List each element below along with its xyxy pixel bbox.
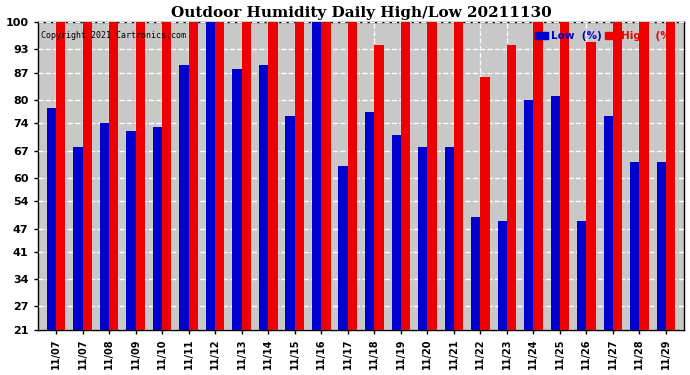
Bar [401, 18, 410, 330]
Bar [551, 96, 560, 330]
Bar [188, 0, 198, 330]
Bar [507, 45, 516, 330]
Bar [630, 162, 640, 330]
Bar [233, 69, 241, 330]
Bar [153, 127, 162, 330]
Bar [666, 10, 676, 330]
Bar [136, 0, 145, 330]
Bar [560, 0, 569, 330]
Bar [241, 0, 251, 330]
Legend: Low  (%), High  (%): Low (%), High (%) [531, 27, 679, 46]
Bar [391, 135, 401, 330]
Bar [126, 131, 136, 330]
Bar [374, 45, 384, 330]
Bar [109, 0, 119, 330]
Bar [259, 65, 268, 330]
Bar [427, 3, 437, 330]
Bar [322, 0, 331, 330]
Bar [47, 108, 56, 330]
Bar [83, 0, 92, 330]
Bar [577, 221, 586, 330]
Bar [73, 147, 83, 330]
Bar [100, 123, 109, 330]
Bar [444, 147, 454, 330]
Bar [339, 166, 348, 330]
Bar [586, 42, 595, 330]
Bar [454, 18, 463, 330]
Bar [179, 65, 188, 330]
Bar [604, 116, 613, 330]
Bar [471, 217, 480, 330]
Bar [524, 100, 533, 330]
Bar [56, 18, 66, 330]
Bar [312, 22, 322, 330]
Bar [497, 221, 507, 330]
Bar [533, 22, 542, 330]
Bar [215, 0, 224, 330]
Bar [613, 0, 622, 330]
Bar [365, 112, 374, 330]
Bar [640, 18, 649, 330]
Bar [162, 0, 171, 330]
Bar [268, 0, 277, 330]
Text: Copyright 2021 Cartronics.com: Copyright 2021 Cartronics.com [41, 32, 186, 40]
Bar [348, 0, 357, 330]
Bar [480, 76, 490, 330]
Bar [206, 0, 215, 330]
Title: Outdoor Humidity Daily High/Low 20211130: Outdoor Humidity Daily High/Low 20211130 [170, 6, 551, 20]
Bar [418, 147, 427, 330]
Bar [295, 0, 304, 330]
Bar [657, 162, 666, 330]
Bar [286, 116, 295, 330]
